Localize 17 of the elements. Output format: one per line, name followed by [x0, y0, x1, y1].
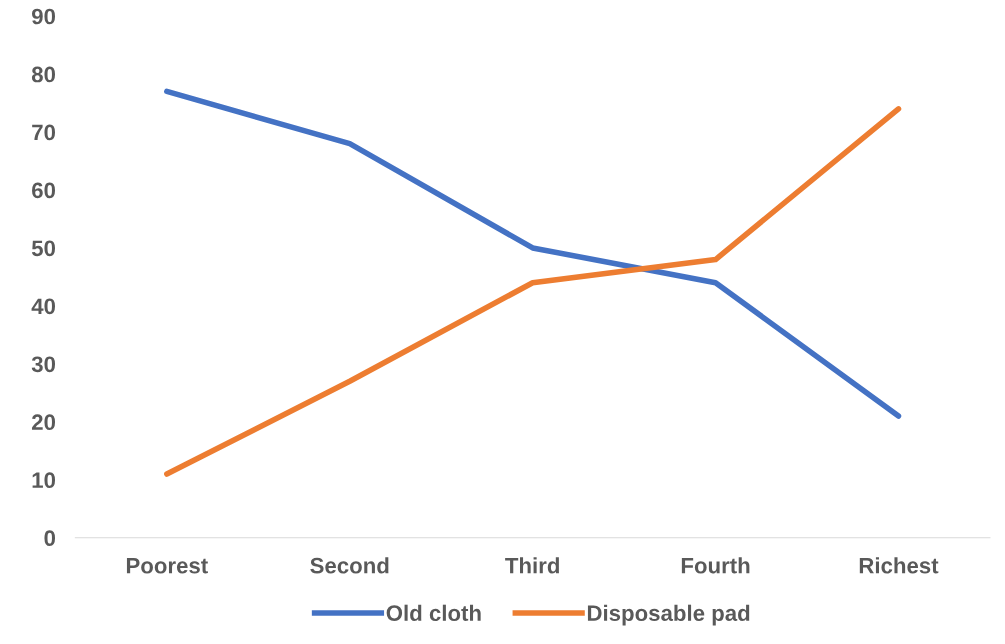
legend-label: Disposable pad [587, 604, 750, 626]
x-tick-label: Second [310, 557, 389, 574]
y-tick-label: 70 [32, 124, 56, 141]
y-tick-label: 50 [31, 240, 56, 257]
y-tick-label: 60 [32, 182, 56, 199]
y-tick-label: 20 [31, 414, 56, 431]
y-tick-label: 30 [31, 356, 56, 373]
y-tick-label: 80 [31, 66, 56, 83]
x-tick-label: Fourth [681, 557, 750, 574]
x-tick-label: Poorest [126, 558, 208, 574]
legend-label: Old cloth [386, 604, 481, 622]
y-tick-label: 0 [44, 530, 56, 547]
y-tick-label: 90 [31, 8, 56, 25]
y-tick-label: 40 [31, 298, 56, 315]
y-tick-label: 10 [32, 472, 56, 489]
x-tick-label: Richest [859, 557, 939, 574]
x-tick-label: Third [505, 557, 559, 574]
